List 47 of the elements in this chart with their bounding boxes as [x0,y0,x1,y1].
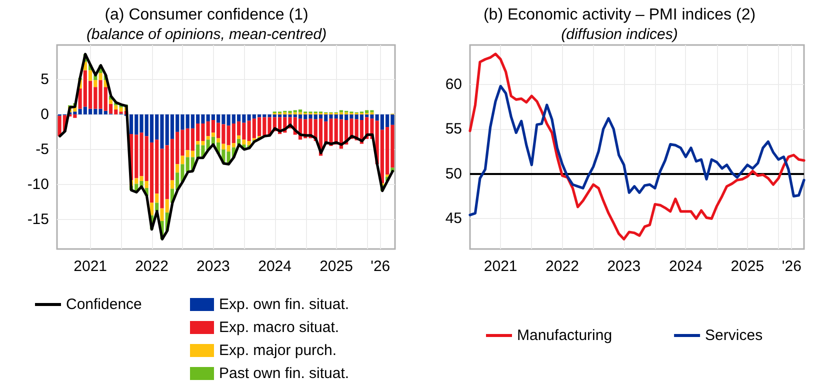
x-tick-label: 2022 [545,258,578,275]
y-tick-label: 0 [40,106,49,123]
x-tick-label: 2021 [483,258,517,275]
x-tick-label: 2023 [606,258,640,275]
bar [176,164,180,173]
bar [144,181,148,188]
y-tick-label: -10 [27,176,49,194]
y-tick-label: 50 [444,165,462,182]
x-tick-label: 2025 [320,258,353,275]
bar [216,138,220,142]
legend-label: Exp. macro situat. [219,319,340,336]
legend-label: Manufacturing [516,327,612,344]
x-tick-label: '26 [781,258,801,275]
legend-label: Past own fin. situat. [219,365,350,382]
legend-label: Exp. own fin. situat. [219,296,350,313]
chart-title: (a) Consumer confidence (1) [104,6,308,24]
bar [98,73,102,80]
y-tick-label: -5 [36,140,49,158]
line-series [58,52,394,240]
bar [170,180,174,189]
x-tick-label: 2024 [668,258,702,275]
bar [150,202,154,216]
chart-subtitle: (balance of opinions, mean-centred) [86,26,327,43]
y-tick-label: 55 [444,120,462,138]
y-tick-label: 5 [40,70,49,88]
line-series [468,52,805,240]
x-tick-label: 2022 [135,258,168,275]
legend-label: Services [704,327,762,344]
bar [155,194,159,203]
y-tick-label: 45 [444,210,462,228]
y-tick-label: 60 [444,76,462,93]
line-series [468,84,805,216]
x-tick-label: '26 [370,258,390,275]
legend-label: Confidence [66,296,142,313]
bar [222,144,226,150]
x-tick-label: 2025 [730,258,764,275]
x-tick-label: 2023 [196,258,230,275]
bar [73,114,77,118]
x-tick-label: 2024 [258,258,292,275]
y-tick-label: -15 [27,211,49,228]
bar [155,202,159,212]
legend-label: Exp. major purch. [219,342,337,359]
chart-title: (b) Economic activity – PMI indices (2) [482,6,756,24]
bar [108,100,113,104]
x-tick-label: 2021 [74,258,108,275]
chart-subtitle: (diffusion indices) [560,26,678,43]
bar [237,135,241,139]
